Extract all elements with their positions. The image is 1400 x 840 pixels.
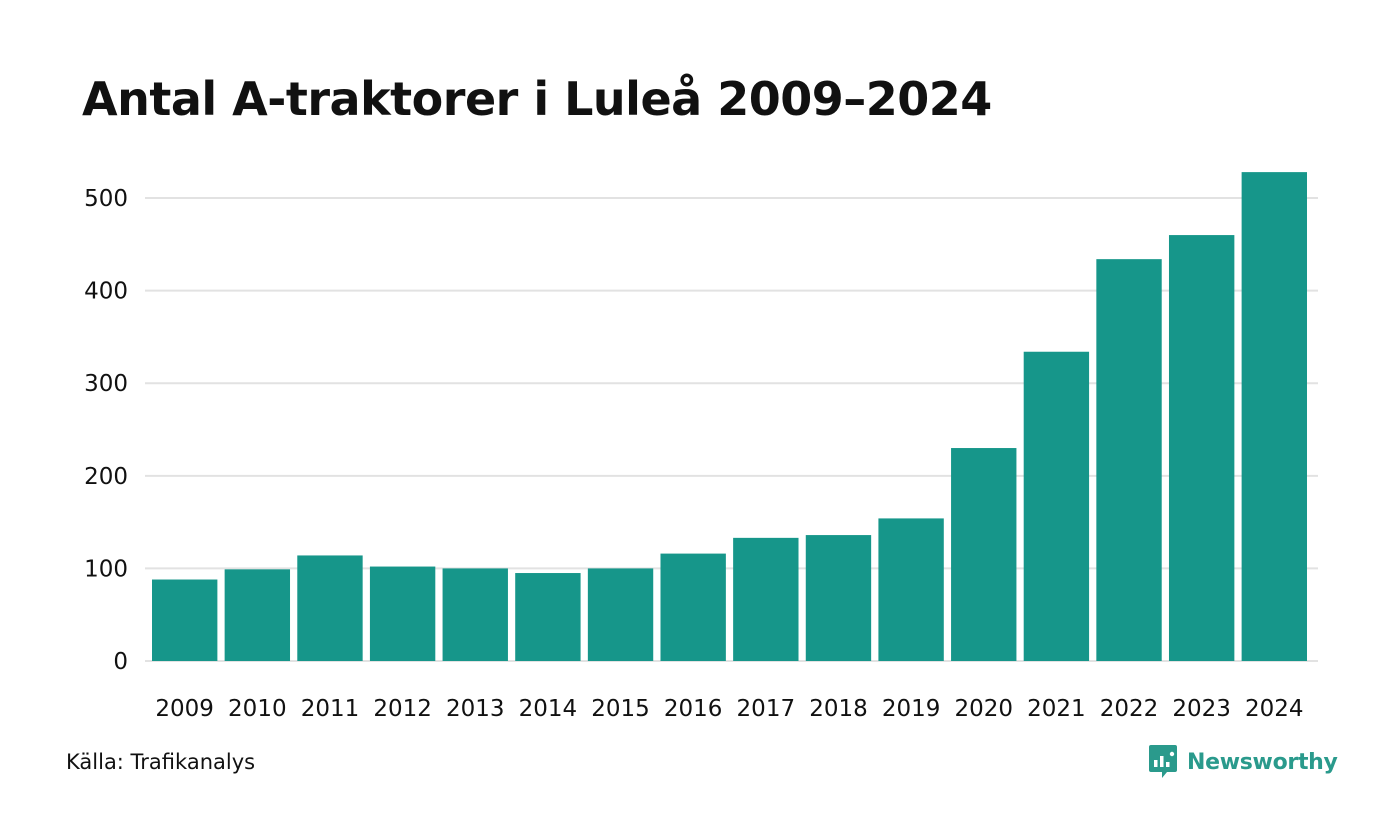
bar-2009 [152, 579, 218, 661]
x-tick-label: 2013 [446, 696, 505, 722]
bar-2024 [1241, 172, 1307, 661]
y-tick-label: 300 [84, 371, 128, 397]
x-tick-label: 2009 [155, 696, 214, 722]
x-tick-label: 2019 [882, 696, 941, 722]
x-tick-label: 2015 [591, 696, 650, 722]
x-tick-label: 2012 [373, 696, 432, 722]
bar-2020 [951, 448, 1017, 661]
newsworthy-logo-icon [1149, 745, 1177, 778]
bar-2012 [369, 566, 436, 661]
x-tick-label: 2023 [1172, 696, 1231, 722]
x-tick-label: 2010 [228, 696, 287, 722]
bar-2018 [805, 535, 872, 661]
bar-2021 [1023, 351, 1090, 661]
brand-name: Newsworthy [1187, 749, 1338, 775]
x-axis-tick-labels: 2009 2010 2011 2012 2013 2014 2015 2016 2017 2018… [155, 696, 1303, 722]
x-tick-label: 2014 [519, 696, 578, 722]
bar-2011 [297, 555, 363, 661]
x-tick-label: 2018 [809, 696, 868, 722]
x-tick-label: 2017 [737, 696, 796, 722]
x-tick-label: 2016 [664, 696, 723, 722]
y-tick-label: 500 [84, 186, 128, 212]
x-tick-label: 2020 [954, 696, 1013, 722]
bar-2019 [878, 518, 944, 661]
bar-2010 [224, 569, 291, 661]
y-tick-label: 200 [84, 464, 128, 490]
bar-2022 [1096, 259, 1162, 661]
x-tick-label: 2022 [1100, 696, 1159, 722]
x-tick-label: 2011 [301, 696, 360, 722]
y-tick-label: 100 [84, 556, 128, 582]
y-tick-label: 400 [84, 279, 128, 305]
y-tick-label: 0 [113, 649, 128, 675]
x-tick-label: 2024 [1245, 696, 1304, 722]
bar-2013 [442, 568, 508, 661]
x-tick-label: 2021 [1027, 696, 1086, 722]
bars [152, 172, 1307, 661]
bar-2023 [1168, 235, 1235, 661]
brand-logo: Newsworthy [1148, 744, 1338, 780]
bar-2017 [733, 537, 799, 661]
bar-chart: 0 100 200 300 400 500 2009 2010 2011 2012 2013 201… [84, 172, 1318, 722]
bar-2016 [660, 553, 726, 661]
bar-2014 [515, 573, 581, 661]
y-axis-tick-labels: 0 100 200 300 400 500 [84, 186, 128, 675]
chart-title: Antal A-traktorer i Luleå 2009–2024 [82, 72, 992, 126]
source-note: Källa: Trafikanalys [66, 750, 256, 774]
bar-2015 [587, 568, 654, 661]
